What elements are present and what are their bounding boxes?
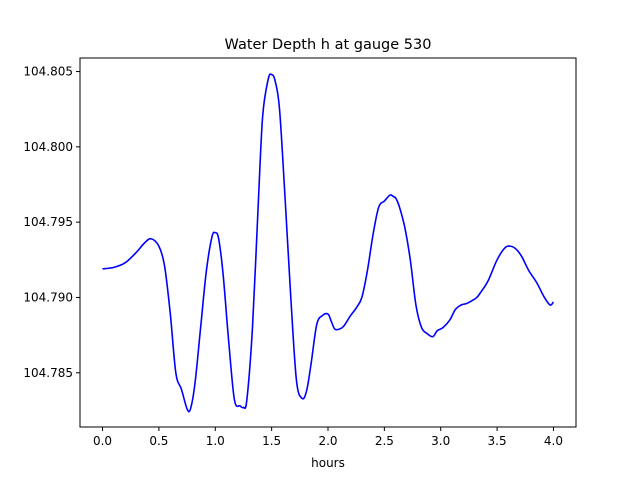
y-tick-label: 104.790 [23,290,73,304]
y-tick-label: 104.805 [23,65,73,79]
x-tick-label: 2.0 [318,434,337,448]
chart-title: Water Depth h at gauge 530 [225,37,432,53]
x-tick-label: 3.0 [431,434,450,448]
x-tick-label: 2.5 [375,434,394,448]
x-tick-label: 4.0 [544,434,563,448]
x-tick-label: 1.0 [206,434,225,448]
y-tick-label: 104.785 [23,366,73,380]
x-tick-label: 1.5 [262,434,281,448]
series-layer [102,73,555,413]
x-tick-label: 0.0 [93,434,112,448]
y-tick-label: 104.795 [23,215,73,229]
x-tick-label: 3.5 [488,434,507,448]
x-tick-label: 0.5 [149,434,168,448]
y-tick-label: 104.800 [23,140,73,154]
y-axis-ticks: 104.785 104.790 104.795 104.800 104.805 [23,65,80,380]
plot-area: 0.0 0.5 1.0 1.5 2.0 2.5 3.0 3.5 4.0 104.785104.7… [23,57,577,448]
x-axis-ticks: 0.0 0.5 1.0 1.5 2.0 2.5 3.0 3.5 4.0 [93,427,563,448]
series-line-0 [102,73,555,413]
x-axis-label: hours [311,456,345,470]
